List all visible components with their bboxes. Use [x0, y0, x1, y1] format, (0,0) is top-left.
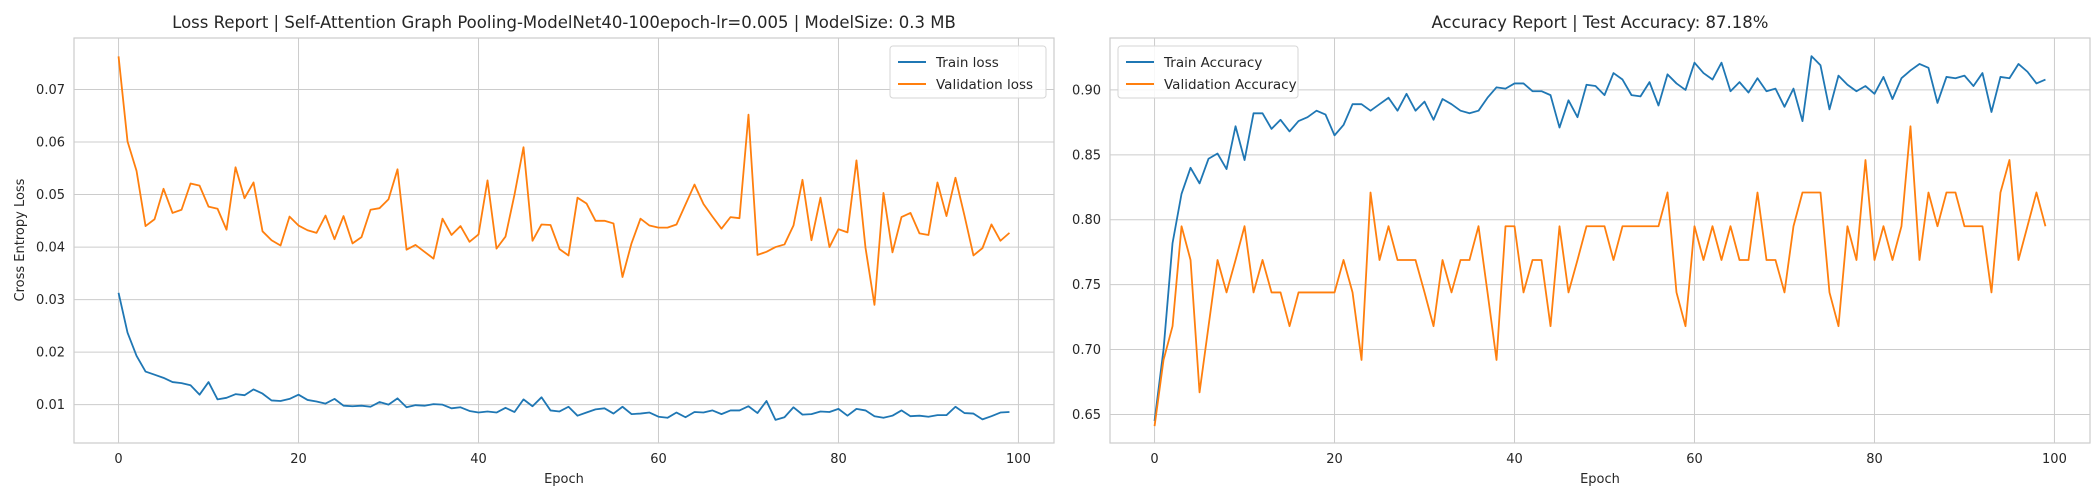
accuracy-y-tick-label: 0.65: [1072, 408, 1101, 423]
accuracy-chart-title: Accuracy Report | Test Accuracy: 87.18%: [1432, 13, 1769, 32]
train-loss-line: [117, 292, 1010, 421]
accuracy-chart-legend: Train Accuracy Validation Accuracy: [1117, 45, 1299, 99]
loss-y-tick-label: 0.06: [36, 136, 65, 151]
loss-y-tick-label: 0.03: [36, 293, 65, 308]
accuracy-x-tick-label: 100: [2042, 452, 2067, 467]
loss-x-tick-label: 40: [470, 452, 487, 467]
validation-loss-legend-label: Validation loss: [936, 77, 1033, 93]
accuracy-y-tick-label: 0.85: [1072, 148, 1101, 163]
validation-loss-line: [117, 56, 1011, 306]
accuracy-y-tick-label: 0.80: [1072, 213, 1101, 228]
loss-chart-xlabel: Epoch: [544, 472, 584, 487]
accuracy-chart-xlabel: Epoch: [1580, 472, 1620, 487]
validation-accuracy-line: [1153, 125, 2047, 427]
loss-x-tick-label: 80: [830, 452, 847, 467]
loss-chart: Loss Report | Self-Attention Graph Pooli…: [13, 13, 1055, 487]
accuracy-chart: Accuracy Report | Test Accuracy: 87.18% …: [1072, 13, 2091, 487]
loss-chart-legend: Train loss Validation loss: [889, 45, 1047, 99]
loss-chart-y-ticks: 0.01 0.02 0.03 0.04 0.05 0.06 0.07: [36, 83, 65, 413]
validation-accuracy-legend-label: Validation Accuracy: [1164, 77, 1297, 93]
loss-legend-box: [889, 45, 1047, 99]
accuracy-x-tick-label: 40: [1506, 452, 1523, 467]
loss-x-tick-label: 60: [650, 452, 667, 467]
train-accuracy-line: [1153, 55, 2046, 422]
accuracy-legend-box: [1117, 45, 1299, 99]
accuracy-x-tick-label: 0: [1150, 452, 1158, 467]
loss-chart-frame: [73, 37, 1055, 444]
loss-chart-title: Loss Report | Self-Attention Graph Pooli…: [172, 13, 956, 32]
loss-y-tick-label: 0.01: [36, 398, 65, 413]
loss-chart-grid: [74, 38, 1054, 443]
accuracy-chart-frame: [1109, 37, 2091, 444]
loss-chart-ylabel: Cross Entropy Loss: [13, 178, 28, 301]
loss-x-tick-label: 100: [1006, 452, 1031, 467]
loss-y-tick-label: 0.07: [36, 83, 65, 98]
train-accuracy-legend-label: Train Accuracy: [1163, 55, 1262, 71]
loss-chart-x-ticks: 0 20 40 60 80 100: [114, 452, 1030, 467]
loss-x-tick-label: 20: [290, 452, 307, 467]
accuracy-x-tick-label: 20: [1326, 452, 1343, 467]
accuracy-chart-y-ticks: 0.65 0.70 0.75 0.80 0.85 0.90: [1072, 83, 1101, 423]
accuracy-x-tick-label: 80: [1866, 452, 1883, 467]
accuracy-chart-lines: [1153, 55, 2047, 427]
accuracy-chart-grid: [1110, 38, 2090, 443]
loss-y-tick-label: 0.04: [36, 241, 65, 256]
accuracy-y-tick-label: 0.90: [1072, 83, 1101, 98]
accuracy-x-tick-label: 60: [1686, 452, 1703, 467]
loss-y-tick-label: 0.05: [36, 188, 65, 203]
train-loss-legend-label: Train loss: [935, 55, 999, 71]
loss-x-tick-label: 0: [114, 452, 122, 467]
loss-y-tick-label: 0.02: [36, 346, 65, 361]
accuracy-chart-x-ticks: 0 20 40 60 80 100: [1150, 452, 2066, 467]
loss-chart-lines: [117, 56, 1011, 421]
accuracy-y-tick-label: 0.70: [1072, 343, 1101, 358]
accuracy-y-tick-label: 0.75: [1072, 278, 1101, 293]
